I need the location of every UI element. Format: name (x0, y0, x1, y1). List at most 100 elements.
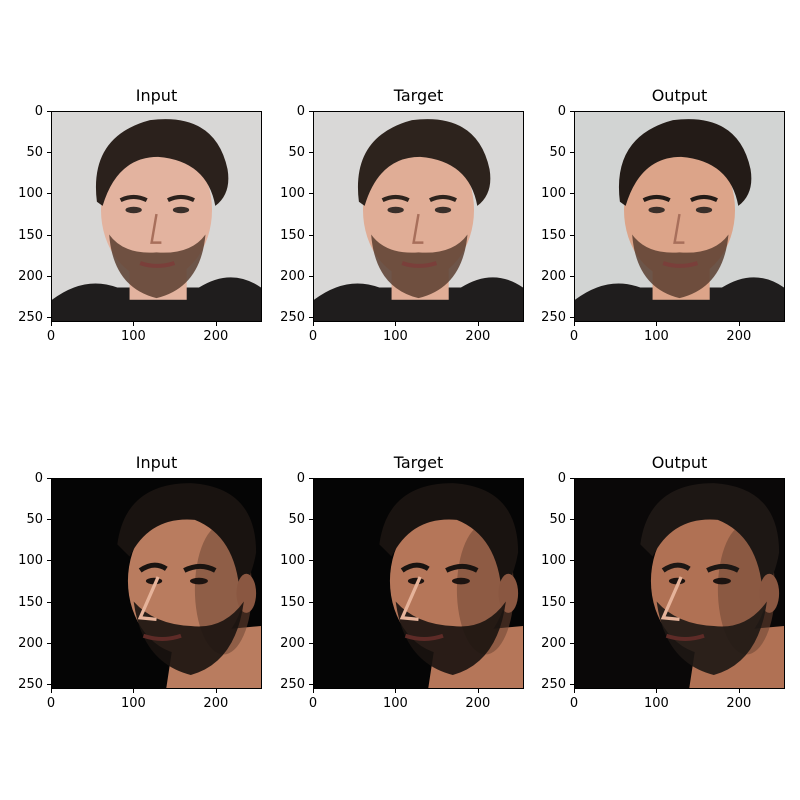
y-tick-mark (570, 478, 574, 479)
image-frame (574, 111, 785, 322)
y-tick-label: 150 (280, 227, 305, 243)
y-tick-label: 0 (34, 471, 43, 486)
y-tick-mark (309, 111, 313, 112)
x-tick-label: 200 (465, 696, 491, 711)
image-frame (313, 111, 524, 322)
x-tick-label: 0 (308, 696, 318, 711)
y-tick-label: 50 (288, 145, 305, 161)
x-tick-label: 200 (203, 329, 229, 344)
y-tick-mark (570, 684, 574, 686)
y-tick-mark (47, 601, 51, 603)
x-tick-label: 100 (644, 329, 669, 344)
y-tick-label: 0 (557, 104, 566, 119)
y-tick-mark (309, 234, 313, 236)
panel-title: Input (135, 86, 178, 105)
image-frame (574, 478, 785, 689)
x-tick-mark (738, 689, 740, 693)
x-tick-mark (656, 322, 658, 326)
x-tick-label: 0 (46, 329, 56, 344)
y-tick-mark (570, 275, 574, 277)
panel-title: Output (651, 86, 708, 105)
y-tick-mark (47, 234, 51, 236)
y-tick-mark (47, 317, 51, 319)
y-tick-mark (309, 601, 313, 603)
y-tick-label: 0 (296, 471, 305, 486)
x-tick-mark (133, 689, 135, 693)
y-tick-mark (570, 642, 574, 644)
face-photo-dark (52, 479, 261, 688)
y-tick-mark (47, 193, 51, 195)
x-tick-label: 200 (726, 696, 752, 711)
x-tick-label: 100 (383, 696, 408, 711)
y-tick-label: 50 (549, 145, 566, 161)
x-tick-mark (313, 322, 314, 326)
y-tick-mark (570, 601, 574, 603)
x-tick-mark (215, 322, 217, 326)
y-tick-label: 100 (541, 186, 566, 202)
y-tick-label: 100 (280, 186, 305, 202)
y-tick-mark (570, 519, 574, 521)
y-tick-label: 150 (18, 594, 43, 610)
x-tick-mark (656, 689, 658, 693)
y-tick-label: 100 (280, 553, 305, 569)
x-tick-label: 200 (203, 696, 229, 711)
x-tick-label: 100 (121, 696, 146, 711)
y-tick-label: 200 (18, 268, 43, 284)
y-tick-mark (570, 152, 574, 154)
y-tick-label: 150 (541, 227, 566, 243)
y-tick-mark (309, 642, 313, 644)
y-tick-label: 250 (541, 677, 566, 693)
y-tick-label: 100 (18, 553, 43, 569)
face-photo-dark (575, 479, 784, 688)
y-tick-mark (47, 642, 51, 644)
y-tick-mark (309, 560, 313, 562)
y-tick-label: 150 (541, 594, 566, 610)
x-tick-mark (395, 689, 397, 693)
y-tick-mark (309, 519, 313, 521)
x-tick-mark (313, 689, 314, 693)
y-tick-label: 0 (296, 104, 305, 119)
y-tick-label: 50 (549, 512, 566, 528)
y-tick-mark (309, 275, 313, 277)
x-tick-mark (51, 322, 52, 326)
y-tick-mark (47, 152, 51, 154)
panel-title: Input (135, 453, 178, 472)
y-tick-mark (309, 193, 313, 195)
y-tick-label: 250 (280, 677, 305, 693)
y-tick-mark (570, 560, 574, 562)
face-photo-light (575, 112, 784, 321)
x-tick-mark (51, 689, 52, 693)
x-tick-mark (477, 322, 479, 326)
x-tick-mark (133, 322, 135, 326)
y-tick-label: 0 (557, 471, 566, 486)
image-frame (51, 111, 262, 322)
y-tick-mark (570, 111, 574, 112)
y-tick-label: 200 (18, 635, 43, 651)
panel-title: Output (651, 453, 708, 472)
y-tick-label: 200 (541, 268, 566, 284)
y-tick-label: 100 (18, 186, 43, 202)
y-tick-mark (309, 684, 313, 686)
y-tick-mark (309, 478, 313, 479)
x-tick-mark (738, 322, 740, 326)
x-tick-label: 0 (308, 329, 318, 344)
x-tick-mark (574, 322, 575, 326)
x-tick-label: 0 (46, 696, 56, 711)
y-tick-mark (570, 234, 574, 236)
y-tick-label: 250 (18, 310, 43, 326)
y-tick-label: 200 (280, 635, 305, 651)
y-tick-label: 200 (280, 268, 305, 284)
x-tick-mark (395, 322, 397, 326)
y-tick-label: 150 (18, 227, 43, 243)
face-photo-light (52, 112, 261, 321)
y-tick-mark (309, 317, 313, 319)
y-tick-mark (47, 111, 51, 112)
y-tick-label: 100 (541, 553, 566, 569)
x-tick-label: 0 (569, 696, 579, 711)
x-tick-label: 200 (726, 329, 752, 344)
y-tick-label: 0 (34, 104, 43, 119)
y-tick-label: 250 (18, 677, 43, 693)
y-tick-label: 50 (26, 512, 43, 528)
x-tick-label: 0 (569, 329, 579, 344)
